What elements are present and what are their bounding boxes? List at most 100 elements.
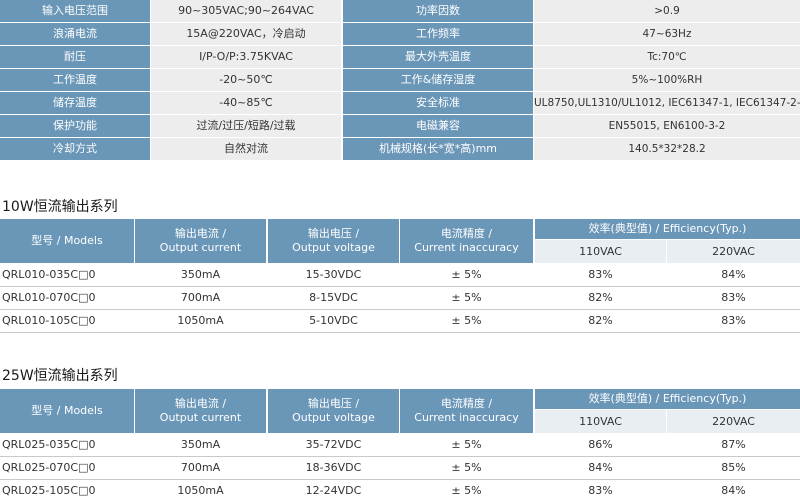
cell-model: QRL025-070C□0 — [2, 461, 96, 474]
row-divider — [0, 479, 800, 480]
row-divider — [0, 456, 800, 457]
cell-model: QRL025-105C□0 — [2, 484, 96, 497]
table-row: QRL010-035C□0 350mA 15-30VDC ± 5% 83% 84… — [0, 264, 800, 286]
spec-row: 储存温度 -40~85℃ 安全标准 UL8750,UL1310/UL1012, … — [0, 92, 800, 114]
spec-label: 储存温度 — [0, 92, 150, 114]
cell-eff-220: 85% — [721, 461, 746, 474]
spec-row: 浪涌电流 15A@220VAC，冷启动 工作频率 47~63Hz — [0, 23, 800, 45]
spec-value: 47~63Hz — [534, 23, 800, 45]
spec-label: 输入电压范围 — [0, 0, 150, 22]
cell-accuracy: ± 5% — [451, 484, 482, 497]
row-divider — [0, 332, 800, 333]
header-accuracy: 电流精度 / Current inaccuracy — [400, 219, 533, 263]
spec-value: 15A@220VAC，冷启动 — [151, 23, 341, 45]
header-voltage-cn: 输出电压 / — [307, 227, 360, 240]
spec-label: 机械规格(长*宽*高)mm — [343, 138, 533, 160]
cell-accuracy: ± 5% — [451, 438, 482, 451]
header-efficiency: 效率(典型值) / Efficiency(Typ.) — [535, 219, 800, 239]
cell-accuracy: ± 5% — [451, 268, 482, 281]
spec-label: 工作&储存湿度 — [343, 69, 533, 91]
header-voltage-cn: 输出电压 / — [307, 397, 360, 410]
header-efficiency-label: 效率(典型值) / Efficiency(Typ.) — [588, 222, 747, 235]
spec-value: >0.9 — [534, 0, 800, 22]
cell-accuracy: ± 5% — [451, 291, 482, 304]
header-accuracy-cn: 电流精度 / — [440, 227, 493, 240]
spec-value: Tc:70℃ — [534, 46, 800, 68]
cell-voltage: 8-15VDC — [309, 291, 358, 304]
header-voltage-en: Output voltage — [292, 241, 375, 254]
section-title: 25W恒流输出系列 — [2, 368, 118, 384]
spec-value: 90~305VAC;90~264VAC — [151, 0, 341, 22]
header-current: 输出电流 / Output current — [135, 389, 266, 433]
cell-model: QRL010-105C□0 — [2, 314, 96, 327]
cell-accuracy: ± 5% — [451, 461, 482, 474]
row-divider — [0, 309, 800, 310]
spec-value: UL8750,UL1310/UL1012, IEC61347-1, IEC613… — [534, 92, 800, 114]
spec-value: I/P-O/P:3.75KVAC — [151, 46, 341, 68]
header-eff-110-label: 110VAC — [579, 414, 622, 428]
spec-value: EN55015, EN6100-3-2 — [534, 115, 800, 137]
header-accuracy-en: Current inaccuracy — [414, 241, 519, 254]
cell-model: QRL025-035C□0 — [2, 438, 96, 451]
spec-label: 最大外壳温度 — [343, 46, 533, 68]
header-current-en: Output current — [159, 411, 242, 424]
cell-eff-220: 84% — [721, 268, 746, 281]
header-voltage-en: Output voltage — [292, 411, 375, 424]
header-current-en: Output current — [159, 241, 242, 254]
cell-current: 700mA — [180, 461, 221, 474]
spec-label: 功率因数 — [343, 0, 533, 22]
header-eff-220-label: 220VAC — [712, 244, 755, 258]
cell-voltage: 15-30VDC — [305, 268, 362, 281]
cell-eff-220: 87% — [721, 438, 746, 451]
spec-label: 保护功能 — [0, 115, 150, 137]
header-efficiency: 效率(典型值) / Efficiency(Typ.) — [535, 389, 800, 409]
row-divider — [0, 286, 800, 287]
spec-value: -40~85℃ — [151, 92, 341, 114]
cell-current: 350mA — [180, 438, 221, 451]
header-eff-110-label: 110VAC — [579, 244, 622, 258]
cell-voltage: 35-72VDC — [305, 438, 362, 451]
cell-eff-110: 86% — [588, 438, 613, 451]
cell-eff-220: 83% — [721, 291, 746, 304]
header-model-label: 型号 / Models — [31, 404, 103, 417]
cell-current: 1050mA — [177, 484, 224, 497]
cell-eff-110: 82% — [588, 291, 613, 304]
header-eff-220-label: 220VAC — [712, 414, 755, 428]
table-row: QRL010-070C□0 700mA 8-15VDC ± 5% 82% 83% — [0, 287, 800, 309]
spec-value: 5%~100%RH — [534, 69, 800, 91]
spec-row: 工作温度 -20~50℃ 工作&储存湿度 5%~100%RH — [0, 69, 800, 91]
cell-voltage: 5-10VDC — [309, 314, 358, 327]
header-voltage: 输出电压 / Output voltage — [268, 389, 399, 433]
header-current: 输出电流 / Output current — [135, 219, 266, 263]
table-row: QRL025-105C□0 1050mA 12-24VDC ± 5% 83% 8… — [0, 480, 800, 502]
cell-accuracy: ± 5% — [451, 314, 482, 327]
cell-eff-220: 84% — [721, 484, 746, 497]
header-model: 型号 / Models — [0, 219, 134, 263]
header-model-label: 型号 / Models — [31, 234, 103, 247]
spec-label: 浪涌电流 — [0, 23, 150, 45]
cell-current: 350mA — [180, 268, 221, 281]
cell-eff-220: 83% — [721, 314, 746, 327]
spec-row: 耐压 I/P-O/P:3.75KVAC 最大外壳温度 Tc:70℃ — [0, 46, 800, 68]
spec-value: 140.5*32*28.2 — [534, 138, 800, 160]
cell-model: QRL010-070C□0 — [2, 291, 96, 304]
cell-eff-110: 83% — [588, 268, 613, 281]
header-efficiency-label: 效率(典型值) / Efficiency(Typ.) — [588, 392, 747, 405]
section-title: 10W恒流输出系列 — [2, 199, 118, 215]
cell-current: 1050mA — [177, 314, 224, 327]
spec-value: -20~50℃ — [151, 69, 341, 91]
spec-label: 电磁兼容 — [343, 115, 533, 137]
cell-voltage: 12-24VDC — [305, 484, 362, 497]
spec-row: 输入电压范围 90~305VAC;90~264VAC 功率因数 >0.9 — [0, 0, 800, 22]
header-eff-220: 220VAC — [667, 240, 800, 263]
header-eff-110: 110VAC — [535, 410, 666, 433]
cell-eff-110: 84% — [588, 461, 613, 474]
header-eff-220: 220VAC — [667, 410, 800, 433]
header-eff-110: 110VAC — [535, 240, 666, 263]
header-voltage: 输出电压 / Output voltage — [268, 219, 399, 263]
header-accuracy: 电流精度 / Current inaccuracy — [400, 389, 533, 433]
spec-row: 保护功能 过流/过压/短路/过载 电磁兼容 EN55015, EN6100-3-… — [0, 115, 800, 137]
header-current-cn: 输出电流 / — [174, 227, 227, 240]
spec-value: 过流/过压/短路/过载 — [151, 115, 341, 137]
table-row: QRL025-070C□0 700mA 18-36VDC ± 5% 84% 85… — [0, 457, 800, 479]
